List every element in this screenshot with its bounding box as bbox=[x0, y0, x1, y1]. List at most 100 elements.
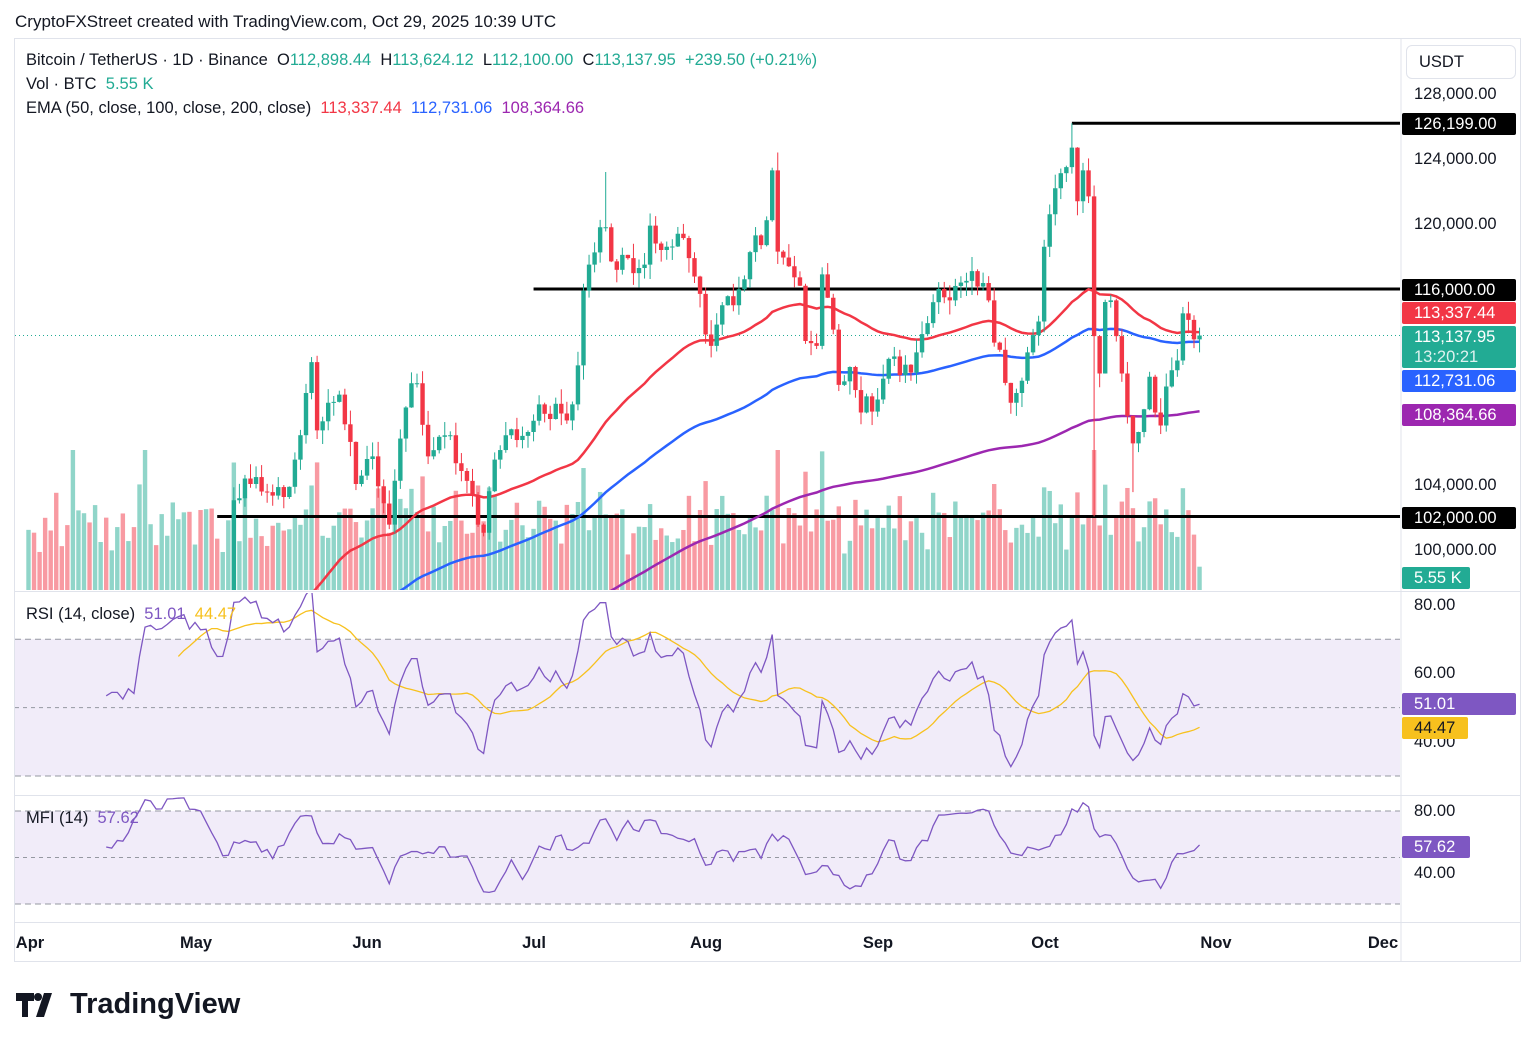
volume-bar bbox=[836, 506, 841, 590]
mfi-pane[interactable] bbox=[15, 797, 1400, 905]
candle bbox=[1114, 300, 1119, 337]
volume-bar bbox=[686, 495, 692, 590]
candle bbox=[470, 480, 475, 496]
candle bbox=[603, 227, 608, 229]
chart-credit: CryptoFXStreet created with TradingView.… bbox=[15, 12, 557, 31]
candle bbox=[1080, 170, 1086, 202]
mfi-legend: MFI (14) 57.62 bbox=[26, 809, 139, 828]
rsi-ma-tag: 44.47 bbox=[1402, 717, 1468, 739]
candle bbox=[703, 293, 708, 335]
candle bbox=[964, 280, 969, 283]
volume-bar bbox=[248, 537, 253, 590]
volume-bar bbox=[459, 520, 464, 590]
volume-bar bbox=[947, 537, 952, 590]
volume-bar bbox=[464, 533, 470, 590]
volume-bar bbox=[525, 537, 531, 590]
volume-bar bbox=[98, 542, 103, 590]
time-tick: Sep bbox=[862, 934, 894, 952]
mfi-label[interactable]: MFI (14) bbox=[26, 809, 89, 827]
volume-bar bbox=[448, 520, 453, 590]
candle bbox=[875, 399, 880, 412]
candle bbox=[437, 436, 442, 451]
rsi-pane[interactable] bbox=[15, 588, 1400, 777]
candle bbox=[747, 252, 753, 280]
high-value: 113,624.12 bbox=[392, 51, 474, 69]
symbol-title[interactable]: Bitcoin / TetherUS · 1D · Binance bbox=[26, 51, 268, 69]
ema-legend: EMA (50, close, 100, close, 200, close) … bbox=[26, 99, 584, 118]
volume-bar bbox=[1069, 516, 1075, 590]
volume-bar bbox=[753, 527, 758, 590]
currency-selector[interactable]: USDT bbox=[1406, 45, 1516, 79]
volume-bar bbox=[892, 528, 897, 590]
last-price-tag: 113,137.95 13:20:21 bbox=[1402, 326, 1516, 368]
volume-bar bbox=[642, 527, 647, 590]
volume-bar bbox=[631, 533, 636, 590]
volume-legend: Vol · BTC 5.55 K bbox=[26, 75, 154, 94]
candle bbox=[221, 634, 225, 635]
candle bbox=[864, 396, 869, 413]
volume-bar bbox=[137, 484, 142, 590]
volume-bar bbox=[303, 509, 309, 590]
candle bbox=[919, 334, 925, 353]
volume-bar bbox=[226, 520, 231, 590]
candle bbox=[442, 435, 447, 437]
volume-label[interactable]: Vol · BTC bbox=[26, 75, 97, 93]
candle bbox=[908, 364, 914, 373]
rsi-line bbox=[105, 593, 1200, 769]
candle bbox=[659, 243, 664, 250]
candle bbox=[1125, 373, 1130, 416]
candle bbox=[770, 170, 775, 221]
candle bbox=[110, 794, 114, 799]
mfi-value: 57.62 bbox=[97, 809, 139, 827]
volume-bar bbox=[825, 520, 830, 590]
volume-bar bbox=[1136, 541, 1141, 590]
volume-bar bbox=[437, 542, 442, 590]
volume-bar bbox=[337, 512, 342, 590]
candle bbox=[559, 403, 564, 414]
volume-bar bbox=[470, 532, 475, 590]
tradingview-logo[interactable]: TradingView bbox=[16, 988, 240, 1021]
volume-bar bbox=[1108, 534, 1113, 590]
volume-bar bbox=[276, 522, 281, 590]
candle bbox=[1058, 173, 1063, 189]
candle bbox=[1119, 336, 1125, 374]
volume-bar bbox=[736, 529, 742, 590]
candle bbox=[370, 456, 375, 459]
candle bbox=[314, 362, 320, 431]
candle bbox=[359, 475, 364, 484]
volume-bar bbox=[914, 518, 919, 590]
volume-bar bbox=[1191, 534, 1197, 590]
volume-bar bbox=[87, 522, 92, 590]
candle bbox=[686, 238, 692, 259]
candle bbox=[121, 793, 125, 801]
volume-bar bbox=[803, 471, 808, 590]
volume-bar bbox=[314, 462, 320, 590]
candle bbox=[509, 429, 514, 436]
volume-bar bbox=[65, 525, 70, 590]
volume-bar bbox=[564, 504, 570, 590]
candle bbox=[681, 233, 686, 239]
candle bbox=[481, 524, 486, 533]
candle bbox=[1197, 335, 1202, 340]
price-pane[interactable] bbox=[15, 121, 1400, 941]
candle bbox=[126, 787, 130, 801]
candle bbox=[514, 429, 520, 441]
volume-bar bbox=[148, 524, 153, 590]
volume-bar bbox=[1152, 498, 1158, 590]
rsi-label[interactable]: RSI (14, close) bbox=[26, 605, 136, 623]
volume-bar bbox=[104, 517, 109, 590]
candle bbox=[675, 233, 681, 247]
volume-bar bbox=[198, 510, 203, 590]
volume-bar bbox=[165, 535, 170, 590]
candle bbox=[281, 487, 286, 497]
ema200-tag: 108,364.66 bbox=[1402, 404, 1516, 426]
volume-bar bbox=[1103, 484, 1108, 590]
volume-bar bbox=[670, 542, 675, 590]
volume-bar bbox=[442, 525, 447, 590]
candle bbox=[331, 401, 336, 403]
close-value: 113,137.95 bbox=[594, 51, 676, 69]
volume-bar bbox=[886, 505, 891, 590]
brand-name: TradingView bbox=[70, 988, 241, 1020]
ema-label[interactable]: EMA (50, close, 100, close, 200, close) bbox=[26, 99, 312, 117]
